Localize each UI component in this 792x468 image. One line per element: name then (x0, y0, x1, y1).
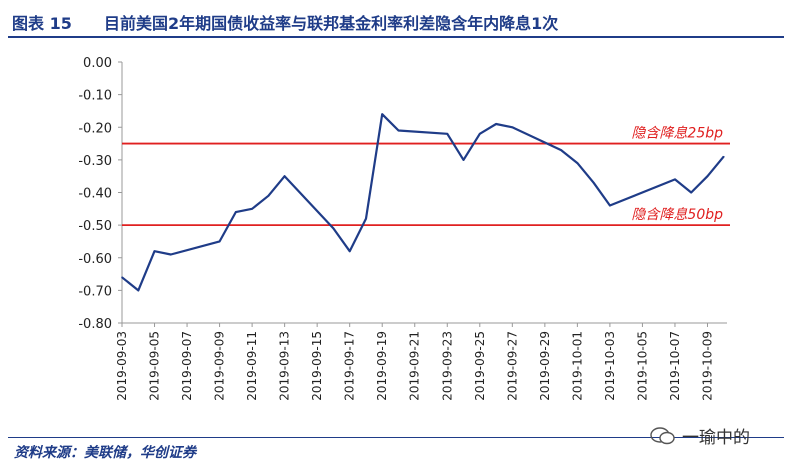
y-tick-label: -0.80 (78, 317, 112, 332)
y-tick-label: -0.30 (78, 154, 112, 169)
data-point (722, 155, 725, 158)
x-tick-label: 2019-10-03 (603, 331, 617, 401)
reference-line-label: 隐含降息25bp (631, 126, 723, 142)
title-bar: 图表 15 目前美国2年期国债收益率与联邦基金利率利差隐含年内降息1次 (8, 6, 784, 38)
data-point (511, 126, 514, 129)
y-tick-label: -0.20 (78, 121, 112, 136)
source-note: 资料来源：美联储，华创证券 (14, 445, 196, 461)
data-point (218, 240, 221, 243)
footer-rule (8, 437, 784, 438)
y-tick-label: -0.70 (78, 284, 112, 299)
x-tick-label: 2019-10-09 (700, 331, 714, 401)
x-tick-label: 2019-09-07 (180, 331, 194, 401)
x-tick-label: 2019-09-29 (538, 331, 552, 401)
x-tick-label: 2019-09-17 (343, 331, 357, 401)
y-tick-label: -0.10 (78, 89, 112, 104)
y-tick-label: 0.00 (83, 56, 112, 71)
x-tick-label: 2019-09-03 (115, 331, 129, 401)
data-point (169, 253, 172, 256)
data-point (251, 208, 253, 210)
y-tick-label: -0.60 (78, 252, 112, 267)
wechat-icon (650, 426, 675, 444)
data-point (283, 175, 286, 177)
data-point (462, 159, 465, 161)
data-point (235, 211, 237, 213)
data-point (495, 123, 497, 125)
x-tick-label: 2019-09-13 (278, 331, 292, 401)
data-point (121, 276, 123, 279)
x-tick-label: 2019-09-05 (148, 331, 162, 401)
x-tick-label: 2019-09-11 (245, 331, 259, 401)
data-point (609, 204, 611, 207)
x-tick-label: 2019-09-15 (310, 331, 324, 401)
x-tick-label: 2019-10-01 (570, 331, 584, 401)
data-point (560, 149, 562, 151)
x-tick-label: 2019-09-25 (473, 331, 487, 401)
data-point (478, 132, 481, 135)
data-point (446, 132, 449, 135)
chart-title: 目前美国2年期国债收益率与联邦基金利率利差隐含年内降息1次 (104, 14, 559, 33)
data-point (674, 178, 676, 181)
data-point (592, 181, 595, 184)
watermark-text: 一瑜中的 (682, 428, 750, 448)
x-tick-label: 2019-09-23 (440, 331, 454, 401)
watermark: 一瑜中的 (650, 423, 750, 448)
x-tick-label: 2019-09-21 (408, 331, 422, 401)
data-point (365, 217, 367, 220)
data-point (706, 175, 709, 177)
x-tick-label: 2019-09-09 (213, 331, 227, 401)
x-tick-label: 2019-10-07 (668, 331, 682, 401)
x-tick-label: 2019-10-05 (635, 331, 649, 401)
data-point (576, 162, 579, 164)
x-tick-label: 2019-09-19 (375, 331, 389, 401)
data-point (137, 289, 140, 292)
y-tick-label: -0.40 (78, 187, 112, 202)
data-point (332, 227, 335, 230)
data-point (397, 129, 400, 132)
reference-line-label: 隐含降息50bp (631, 207, 723, 223)
data-point (153, 250, 156, 253)
data-point (348, 250, 351, 253)
data-point (381, 113, 384, 115)
x-tick-label: 2019-09-27 (505, 331, 519, 401)
y-tick-label: -0.50 (78, 219, 112, 234)
data-point (267, 194, 270, 197)
data-point (690, 191, 693, 194)
figure-label: 图表 15 (12, 14, 72, 33)
